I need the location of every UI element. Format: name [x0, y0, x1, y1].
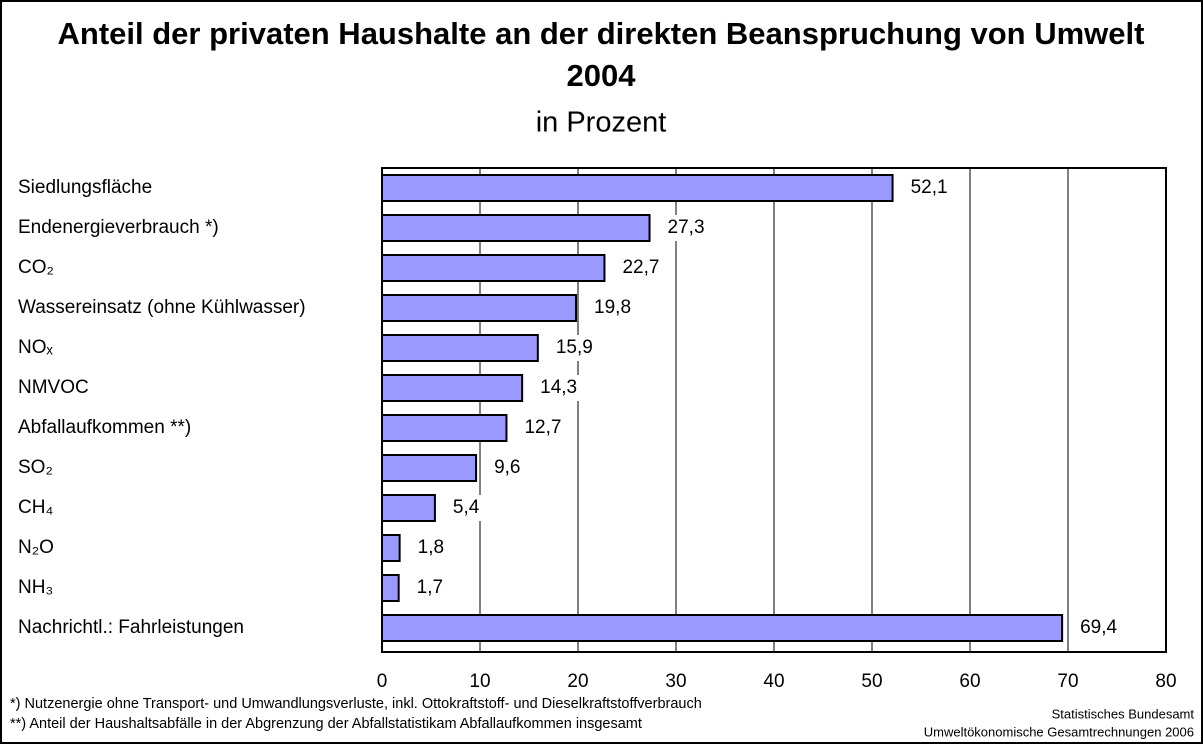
- data-label: 14,3: [540, 377, 577, 398]
- label-bg: [612, 255, 670, 281]
- label-bg: [900, 175, 958, 201]
- footnote: *) Nutzenergie ohne Transport- und Umwan…: [10, 696, 702, 712]
- data-label: 19,8: [594, 297, 631, 318]
- bar: [381, 494, 436, 522]
- bar: [381, 374, 524, 402]
- data-label: 52,1: [911, 177, 948, 198]
- y-tick-label: NOₓ: [18, 337, 54, 358]
- data-label: 12,7: [524, 417, 561, 438]
- label-bg: [657, 215, 715, 241]
- bar: [381, 294, 578, 322]
- bar: [381, 574, 400, 602]
- y-tick-label: Siedlungsfläche: [18, 177, 152, 198]
- label-bg: [406, 575, 454, 601]
- x-tick-label: 80: [1155, 671, 1176, 692]
- chart-subtitle: in Prozent: [536, 107, 667, 139]
- x-tick-label: 30: [665, 671, 686, 692]
- label-bg: [484, 455, 531, 481]
- label-bg: [442, 495, 490, 521]
- bar: [381, 254, 606, 282]
- footnote: **) Anteil der Haushaltsabfälle in der A…: [10, 716, 642, 732]
- data-label: 22,7: [622, 257, 659, 278]
- data-label: 69,4: [1080, 617, 1117, 638]
- plot-border: [381, 167, 1167, 653]
- bar: [381, 414, 508, 442]
- y-tick-label: Nachrichtl.: Fahrleistungen: [18, 617, 244, 638]
- y-tick-label: Abfallaufkommen **): [18, 417, 191, 438]
- y-tick-label: CO₂: [18, 257, 54, 278]
- chart-title: Anteil der privaten Haushalte an der dir…: [58, 16, 1145, 93]
- label-bg: [514, 415, 572, 441]
- bar: [381, 214, 651, 242]
- data-label: 5,4: [453, 497, 480, 518]
- data-label: 9,6: [494, 457, 520, 478]
- bar: [381, 334, 539, 362]
- x-tick-label: 50: [861, 671, 882, 692]
- bar: [381, 534, 401, 562]
- bar: [381, 174, 894, 202]
- source: Umweltökonomische Gesamtrechnungen 2006: [924, 724, 1194, 739]
- data-label: 27,3: [668, 217, 705, 238]
- data-label: 15,9: [556, 337, 593, 358]
- y-tick-label: Endenergieverbrauch *): [18, 217, 219, 238]
- label-bg: [584, 295, 642, 321]
- x-tick-label: 10: [469, 671, 490, 692]
- x-tick-label: 60: [959, 671, 980, 692]
- y-tick-label: NH₃: [18, 577, 53, 598]
- x-tick-label: 0: [377, 671, 388, 692]
- x-tick-label: 20: [567, 671, 588, 692]
- y-tick-label: SO₂: [18, 457, 53, 478]
- y-tick-label: Wassereinsatz (ohne Kühlwasser): [18, 297, 306, 318]
- source: Statistisches Bundesamt: [1052, 706, 1195, 721]
- x-tick-label: 40: [763, 671, 784, 692]
- bar: [381, 614, 1064, 642]
- x-tick-label: 70: [1057, 671, 1078, 692]
- y-tick-label: CH₄: [18, 497, 53, 518]
- data-label: 1,7: [417, 577, 443, 598]
- label-bg: [407, 535, 455, 561]
- data-label: 1,8: [418, 537, 444, 558]
- bar: [381, 454, 478, 482]
- label-bg: [1070, 615, 1128, 641]
- label-bg: [545, 335, 603, 361]
- y-tick-label: NMVOC: [18, 377, 89, 398]
- y-tick-label: N₂O: [18, 537, 54, 558]
- label-bg: [530, 375, 588, 401]
